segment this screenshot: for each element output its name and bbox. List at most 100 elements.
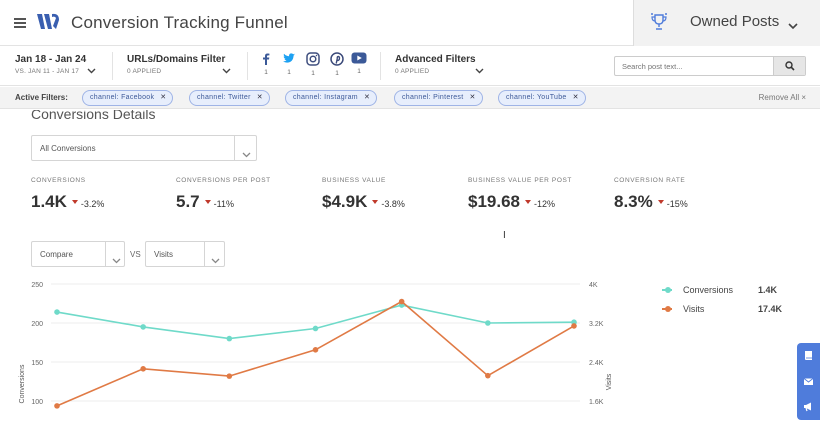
youtube-filter[interactable]: 1 [351,52,367,75]
mail-icon[interactable] [803,376,814,387]
remove-all-button[interactable]: Remove All × [758,93,806,102]
close-icon[interactable]: ✕ [160,94,167,101]
y2-axis-label: Visits [606,373,613,390]
data-point-conversions [226,335,233,342]
y-tick-label: 200 [31,321,43,328]
decrease-icon [71,199,78,204]
legend-swatch [662,306,672,312]
compare-select[interactable]: Compare [31,241,125,267]
owned-posts-label: Owned Posts [690,13,780,30]
search-box [614,56,806,76]
filter-chip-instagram[interactable]: channel: Instagram ✕ [285,90,378,106]
chevron-down-icon [211,251,220,269]
legend-total: 1.4K [758,285,778,295]
conversions-details-section: Conversions Details All Conversions CONV… [0,110,820,431]
close-icon[interactable]: ✕ [469,94,476,101]
vs-label: VS [130,250,141,259]
chip-label: channel: Twitter [197,94,251,101]
chevron-down-icon[interactable] [87,61,96,79]
select-value: All Conversions [40,144,96,153]
metric-value: 8.3% [614,192,653,211]
decrease-icon [204,199,211,204]
close-icon[interactable]: ✕ [363,94,371,101]
facebook-filter[interactable]: 1 [258,52,274,76]
filter-chip-facebook[interactable]: channel: Facebook ✕ [82,90,174,106]
instagram-filter[interactable]: 1 [305,52,321,77]
divider [247,52,248,80]
metric-change: -11% [213,199,234,209]
app-logo[interactable] [35,12,61,37]
chevron-down-icon [112,251,121,269]
y-tick-label: 150 [31,360,43,367]
close-icon[interactable]: ✕ [572,94,579,101]
chevron-down-icon [788,17,798,35]
data-point-visits [571,323,577,329]
data-point-visits [140,366,146,372]
megaphone-icon[interactable] [803,401,814,412]
metric-business-value: BUSINESS VALUE $4.9K -3.8% [322,177,405,212]
metric-label: CONVERSIONS [31,177,86,184]
metric-conversions: CONVERSIONS 1.4K -3.2% [31,177,104,212]
data-point-conversions [312,325,319,332]
metric-business-value-per-post: BUSINESS VALUE PER POST $19.68 -12% [468,177,572,212]
search-icon [785,61,795,71]
date-range-filter[interactable]: Jan 18 - Jan 24 VS. JAN 11 - JAN 17 [15,54,86,75]
text-cursor-icon: I [503,230,506,241]
menu-icon[interactable] [14,18,26,28]
active-filters-bar: Active Filters: channel: Facebook ✕ chann… [0,87,820,109]
y-tick-label: 100 [31,399,43,406]
twitter-filter[interactable]: 1 [281,52,297,76]
active-filters-label: Active Filters: [15,93,68,102]
close-icon[interactable]: ✕ [256,94,263,101]
owned-posts-dropdown[interactable]: Owned Posts [633,0,820,46]
book-icon[interactable] [803,350,814,361]
data-point-visits [485,372,491,379]
filter-chip-youtube[interactable]: channel: YouTube ✕ [498,90,586,106]
youtube-icon [351,52,367,64]
urls-domains-filter[interactable]: URLs/Domains Filter 0 APPLIED [127,54,225,75]
legend-label: Visits [683,304,705,314]
chip-label: channel: YouTube [506,94,567,101]
metric-conversions-per-post: CONVERSIONS PER POST 5.7 -11% [176,177,271,212]
chevron-down-icon[interactable] [222,61,231,79]
metric-label: CONVERSION RATE [614,177,686,184]
date-compare-label: VS. JAN 11 - JAN 17 [15,68,80,75]
data-point-visits [226,373,233,379]
y-axis-label: Conversions [19,364,26,403]
metric-change: -12% [534,199,556,209]
advanced-filters-label: Advanced Filters [395,54,476,65]
urls-filter-label: URLs/Domains Filter [127,54,226,65]
metric-change: -3.8% [381,199,405,209]
conversion-type-select[interactable]: All Conversions [31,135,257,161]
metric-value: 5.7 [176,192,200,211]
data-point-visits [398,298,405,305]
legend-total: 17.4K [758,304,783,314]
pinterest-filter[interactable]: 1 [329,52,345,77]
advanced-filters[interactable]: Advanced Filters 0 APPLIED [395,54,476,75]
filter-chip-twitter[interactable]: channel: Twitter ✕ [189,90,270,106]
chip-label: channel: Facebook [90,94,155,101]
side-action-tabs [797,343,820,420]
visits-select[interactable]: Visits [145,241,225,267]
metric-value: 1.4K [31,192,67,211]
chevron-down-icon[interactable] [475,61,484,79]
pinterest-icon [330,52,344,66]
divider [112,52,113,80]
filter-chip-pinterest[interactable]: channel: Pinterest ✕ [394,90,483,106]
search-input[interactable] [615,57,773,75]
series-line-visits [56,300,575,407]
top-bar: Conversion Tracking Funnel Owned Posts [0,0,820,46]
decrease-icon [525,199,531,204]
app-title: Conversion Tracking Funnel [71,13,288,32]
y2-tick-label: 1.6K [589,399,604,406]
twitter-count: 1 [287,69,291,76]
metric-change: -3.2% [80,199,105,209]
metric-change: -15% [666,199,688,209]
search-button[interactable] [773,57,805,75]
trophy-icon [649,12,669,37]
data-point-conversions [140,324,146,330]
y2-tick-label: 2.4K [589,360,604,367]
urls-applied-count: 0 APPLIED [127,68,162,75]
pinterest-count: 1 [335,70,339,77]
instagram-count: 1 [311,70,315,77]
